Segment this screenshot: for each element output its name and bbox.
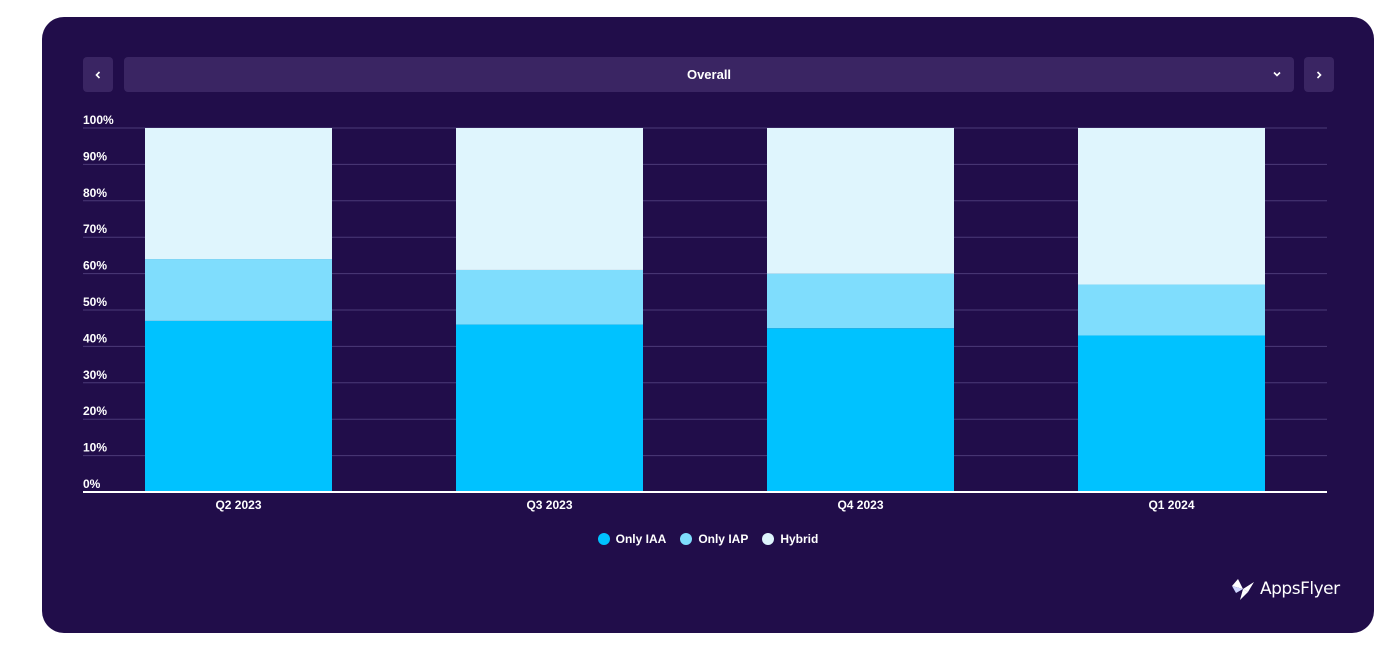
legend-item-hybrid[interactable]: Hybrid [762, 532, 818, 546]
x-tick-label: Q2 2023 [215, 498, 261, 512]
y-tick-label: 80% [83, 186, 107, 200]
legend-dot [762, 533, 775, 545]
y-tick-label: 90% [83, 149, 107, 163]
y-tick-label: 0% [83, 477, 101, 491]
chart-card: Overall 0% 10% 20% 30% 40% 50% 60% 70% 80% 90% 100… [42, 17, 1374, 633]
y-tick-label: 10% [83, 441, 107, 455]
bar-segment-only-iap [1078, 284, 1265, 336]
segment-dropdown-value: Overall [686, 67, 732, 82]
y-tick-label: 20% [83, 404, 107, 418]
x-tick-label: Q3 2023 [526, 498, 572, 512]
legend-item-only-iap[interactable]: Only IAP [680, 532, 748, 546]
legend-item-only-iaa[interactable]: Only IAA [597, 532, 667, 546]
bar-segment-only-iap [456, 269, 643, 325]
y-tick-label: 40% [83, 331, 107, 345]
chevron-right-icon [1316, 70, 1322, 79]
chevron-left-icon [95, 70, 101, 79]
chart-legend: Only IAA Only IAP Hybrid [42, 532, 1374, 546]
bar-segment-only-iaa [145, 320, 332, 492]
bar-segment-only-iap [767, 273, 954, 329]
y-tick-label: 70% [83, 222, 107, 236]
bar-segment-only-iaa [456, 324, 643, 492]
legend-label: Hybrid [780, 532, 819, 546]
bar-segment-only-iaa [1078, 335, 1265, 492]
legend-label: Only IAP [698, 532, 749, 546]
bar-segment-only-iap [145, 259, 332, 321]
stacked-bar-chart: 0% 10% 20% 30% 40% 50% 60% 70% 80% 90% 100% Q2 2023… [83, 113, 1327, 512]
y-tick-label: 100% [83, 113, 114, 127]
segment-dropdown[interactable]: Overall [124, 57, 1294, 92]
brand-name: AppsFlyer [1260, 579, 1340, 599]
y-tick-label: 30% [83, 368, 107, 382]
bar-segment-only-iaa [767, 328, 954, 492]
bar-segment-hybrid [767, 128, 954, 274]
bar-segment-hybrid [456, 128, 643, 270]
legend-label: Only IAA [615, 532, 667, 546]
x-tick-label: Q4 2023 [837, 498, 883, 512]
y-tick-label: 60% [83, 259, 107, 273]
appsflyer-bird-icon [1232, 579, 1254, 600]
x-tick-label: Q1 2024 [1148, 498, 1194, 512]
next-button[interactable] [1304, 57, 1334, 92]
previous-button[interactable] [83, 57, 113, 92]
bar-segment-hybrid [1078, 128, 1265, 285]
legend-dot [597, 533, 610, 545]
legend-dot [680, 533, 693, 545]
appsflyer-logo: AppsFlyer [1230, 574, 1340, 604]
y-tick-label: 50% [83, 295, 107, 309]
chevron-down-icon [1273, 71, 1281, 77]
bar-segment-hybrid [145, 128, 332, 260]
